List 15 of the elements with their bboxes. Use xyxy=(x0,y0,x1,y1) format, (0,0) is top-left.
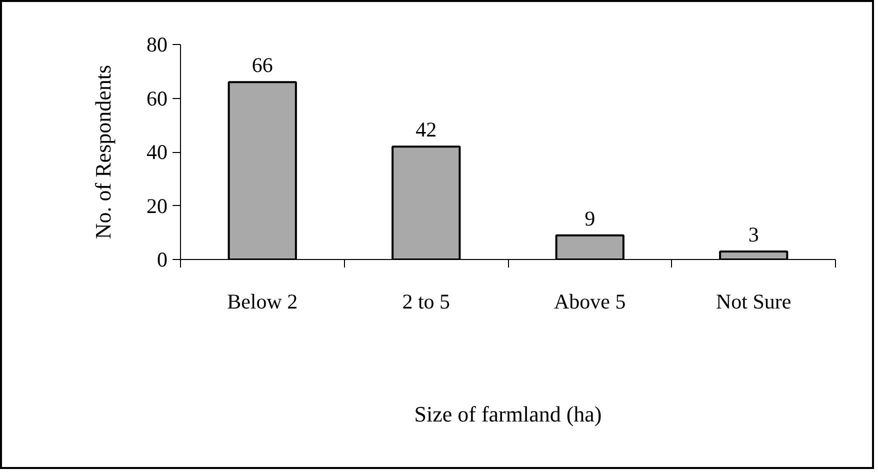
data-label: 42 xyxy=(416,118,437,142)
data-label: 66 xyxy=(252,53,273,78)
y-tick-label: 60 xyxy=(146,86,168,110)
x-tick-label: 2 to 5 xyxy=(402,290,450,314)
x-axis-title: Size of farmland (ha) xyxy=(414,402,602,426)
y-axis-title: No. of Respondents xyxy=(90,64,116,240)
data-label: 9 xyxy=(584,206,596,230)
x-tick-label: Above 5 xyxy=(554,290,626,314)
x-tick-label: Not Sure xyxy=(716,290,792,314)
y-tick-label: 20 xyxy=(146,194,168,218)
x-tick-label: Below 2 xyxy=(227,290,298,314)
y-tick-label: 0 xyxy=(157,248,168,272)
data-label: 3 xyxy=(748,222,759,246)
y-tick-label: 80 xyxy=(146,32,168,56)
y-tick-label: 40 xyxy=(146,140,168,164)
